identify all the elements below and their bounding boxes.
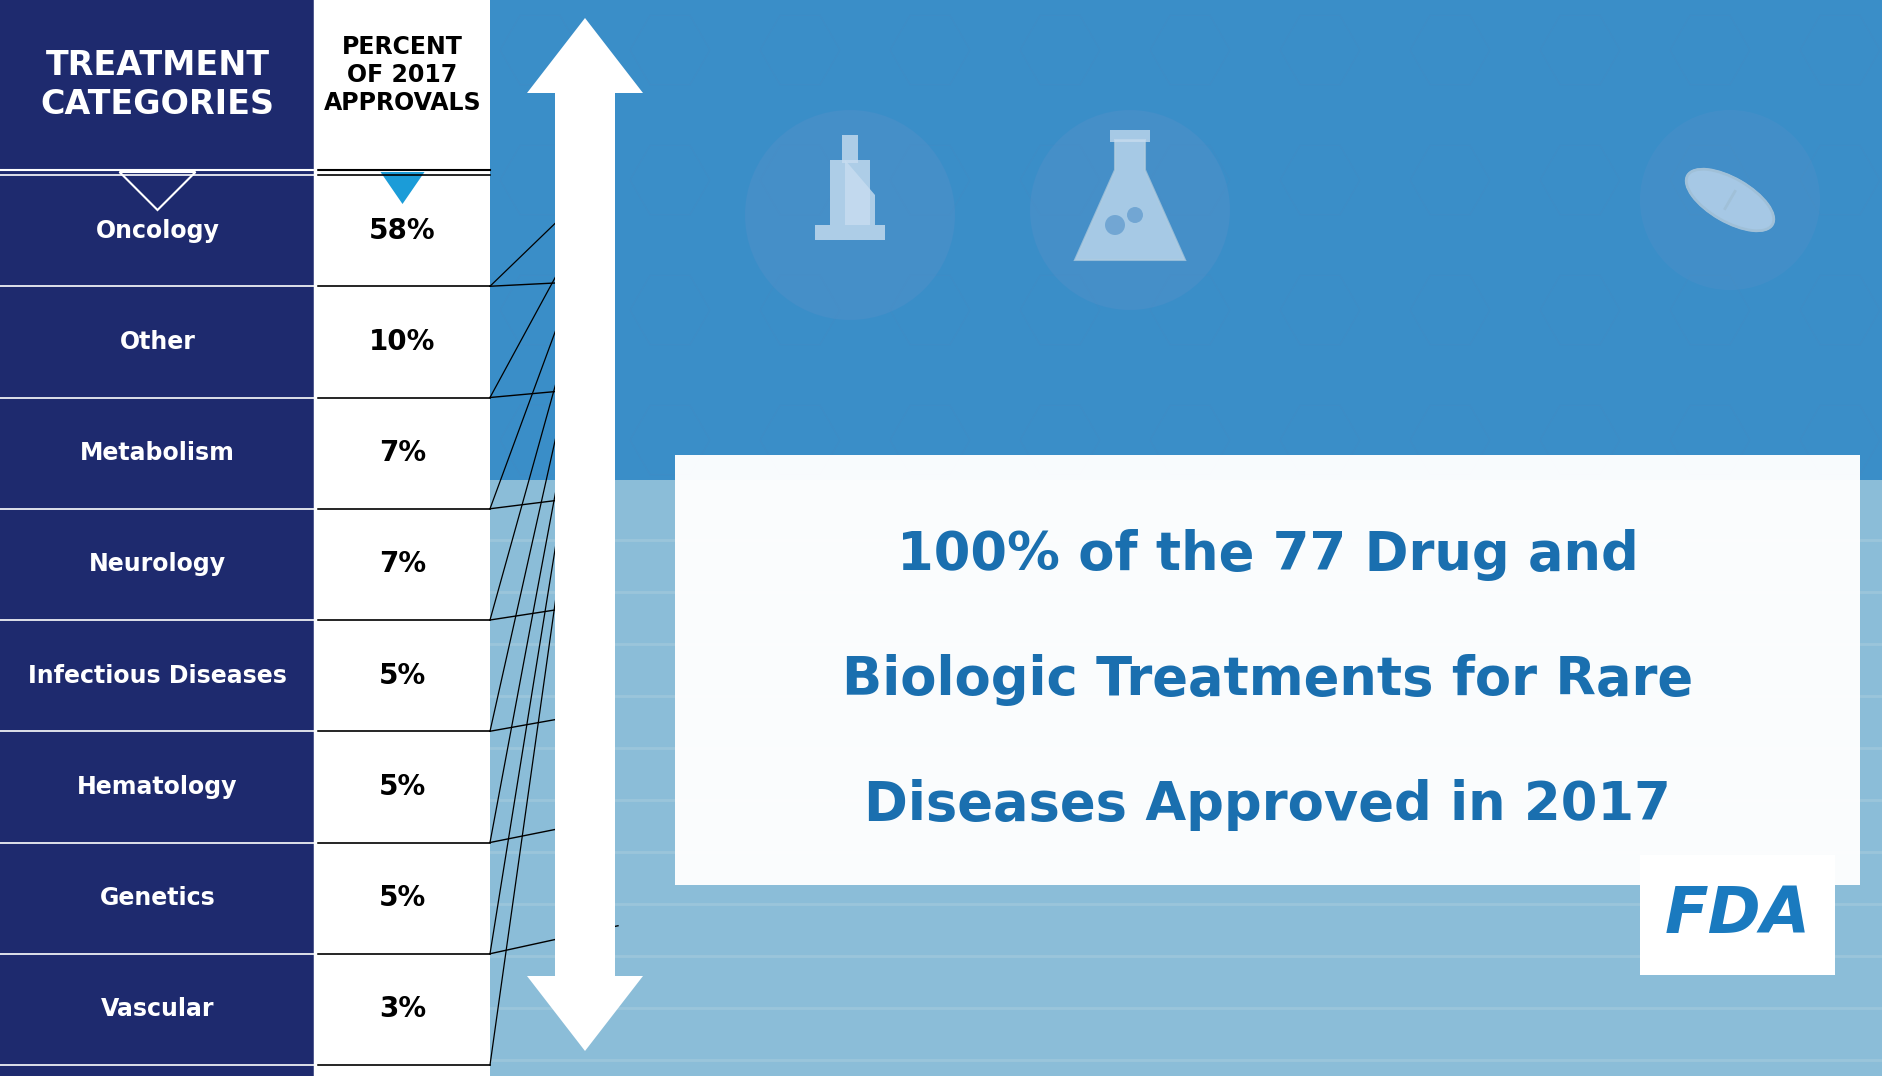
Bar <box>674 455 1859 884</box>
Bar <box>489 323 1882 377</box>
Text: 10%: 10% <box>369 328 435 356</box>
Text: Genetics: Genetics <box>100 887 215 910</box>
Bar <box>0 0 314 1076</box>
Text: Biologic Treatments for Rare: Biologic Treatments for Rare <box>841 654 1692 706</box>
Bar <box>489 54 1882 108</box>
Text: 5%: 5% <box>378 884 425 912</box>
Text: 58%: 58% <box>369 216 435 244</box>
Text: Neurology: Neurology <box>88 552 226 577</box>
Bar <box>489 1022 1882 1076</box>
Bar <box>489 108 1882 161</box>
Bar <box>489 538 1882 592</box>
Bar <box>1108 130 1150 142</box>
Text: TREATMENT
CATEGORIES: TREATMENT CATEGORIES <box>41 49 275 121</box>
Text: 5%: 5% <box>378 662 425 690</box>
Text: 3%: 3% <box>378 995 425 1023</box>
Polygon shape <box>1075 140 1184 260</box>
Polygon shape <box>845 160 875 225</box>
Bar <box>489 269 1882 323</box>
Bar <box>489 215 1882 269</box>
Polygon shape <box>527 976 642 1051</box>
Bar <box>489 0 1882 54</box>
Ellipse shape <box>1684 168 1775 231</box>
Bar <box>489 861 1882 915</box>
Circle shape <box>1639 110 1820 291</box>
Text: 5%: 5% <box>378 773 425 801</box>
Text: 7%: 7% <box>378 551 425 579</box>
Bar <box>489 753 1882 807</box>
Polygon shape <box>380 172 423 204</box>
Bar <box>489 592 1882 646</box>
Bar <box>1639 855 1835 975</box>
Polygon shape <box>527 18 642 93</box>
Text: PERCENT
OF 2017
APPROVALS: PERCENT OF 2017 APPROVALS <box>324 36 482 115</box>
Bar <box>489 430 1882 484</box>
Bar <box>489 161 1882 215</box>
Text: Infectious Diseases: Infectious Diseases <box>28 664 286 688</box>
Polygon shape <box>830 160 869 225</box>
Circle shape <box>745 110 954 320</box>
Text: FDA: FDA <box>1664 884 1809 946</box>
Polygon shape <box>119 172 196 210</box>
Text: 7%: 7% <box>378 439 425 467</box>
Bar <box>489 699 1882 753</box>
Circle shape <box>1029 110 1229 310</box>
Bar <box>489 968 1882 1022</box>
Bar <box>314 0 489 1076</box>
Bar <box>841 134 858 162</box>
Text: Metabolism: Metabolism <box>81 441 235 465</box>
Bar <box>489 484 1882 538</box>
Circle shape <box>1105 215 1124 235</box>
Text: Oncology: Oncology <box>96 218 220 242</box>
Bar <box>489 0 1882 1076</box>
Bar <box>0 1065 314 1076</box>
Text: Vascular: Vascular <box>102 997 215 1021</box>
Bar <box>555 93 615 976</box>
Bar <box>489 915 1882 968</box>
Text: Hematology: Hematology <box>77 775 237 798</box>
Bar <box>489 480 1882 1076</box>
Bar <box>489 377 1882 430</box>
Bar <box>489 807 1882 861</box>
Text: Diseases Approved in 2017: Diseases Approved in 2017 <box>864 779 1669 831</box>
Circle shape <box>1127 207 1142 223</box>
Text: Other: Other <box>119 330 196 354</box>
Bar <box>489 646 1882 699</box>
Text: 100% of the 77 Drug and: 100% of the 77 Drug and <box>896 529 1637 581</box>
Bar <box>815 225 885 240</box>
Bar <box>489 0 1882 480</box>
